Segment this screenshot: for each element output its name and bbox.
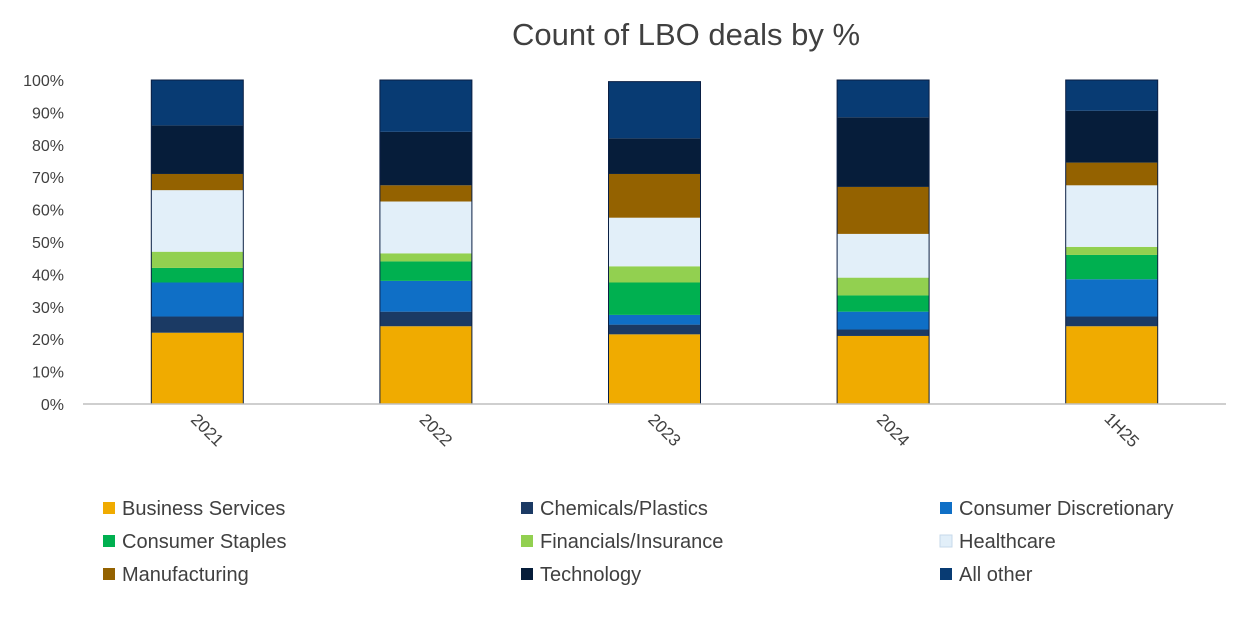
bar-segment-technology [608,138,701,174]
legend-label: Financials/Insurance [540,531,723,553]
legend-label: Technology [540,564,641,586]
legend-swatch [103,502,115,514]
y-tick-label: 70% [32,170,64,187]
x-tick-label: 2024 [873,410,913,450]
bar-segment-manufacturing [837,186,930,234]
bar-segment-manufacturing [151,173,244,191]
bar-segment-consumer-staples [379,261,472,281]
y-tick-label: 10% [32,365,64,382]
bar-segment-technology [379,131,472,186]
x-tick-label: 1H25 [1101,409,1143,451]
bar-segment-healthcare [1065,185,1158,247]
bar-segment-financials-insurance [151,251,244,268]
bar-segment-all-other [608,81,701,139]
bar-segment-consumer-staples [837,295,930,312]
bar-stack-2021 [150,79,244,405]
bar-segment-consumer-staples [1065,254,1158,280]
bar-segment-healthcare [837,233,930,278]
bar-segment-all-other [151,80,244,126]
legend-swatch [521,535,533,547]
y-tick-label: 80% [32,138,64,155]
y-tick-label: 0% [41,397,64,414]
bar-segment-healthcare [608,217,701,267]
bar-segment-financials-insurance [608,266,701,283]
bar-stack-2023 [608,81,701,405]
legend-label: Consumer Staples [122,531,287,553]
bar-segment-business-services [837,335,930,404]
bar-stack-1H25 [1065,79,1159,405]
legend-swatch [103,535,115,547]
legend-item-healthcare: Healthcare [939,531,1056,553]
bar-segment-business-services [379,326,472,404]
bar-segment-consumer-discretionary [151,282,244,317]
bar-segment-consumer-discretionary [379,280,472,312]
y-tick-label: 20% [32,332,64,349]
bar-segment-technology [151,125,244,174]
bar-segment-all-other [1065,80,1158,111]
legend-item-manufacturing: Manufacturing [103,564,249,586]
bar-segment-healthcare [151,190,244,252]
bar-segment-healthcare [379,201,472,254]
y-tick-label: 60% [32,203,64,220]
y-axis-ticks: 0% 10% 20% 30% 40% 50% 60% 70% 80% 90% 100% [23,73,64,414]
bar-segment-technology [1065,110,1158,163]
bar-segment-consumer-discretionary [1065,279,1158,317]
bar-segment-business-services [1065,326,1158,404]
x-tick-label: 2023 [644,410,684,450]
legend-swatch [521,502,533,514]
y-tick-label: 30% [32,300,64,317]
legend-label: Healthcare [959,531,1056,553]
x-axis-ticks: 2021 2022 2023 2024 1H25 [187,409,1143,451]
bar-segment-chemicals-plastics [1065,316,1158,327]
legend-label: Manufacturing [122,564,249,586]
legend-label: Consumer Discretionary [959,498,1174,520]
legend-item-business-services: Business Services [103,498,285,520]
bar-segment-all-other [837,80,930,118]
bar-segment-financials-insurance [379,253,472,262]
chart-title: Count of LBO deals by % [512,17,860,52]
legend-label: Chemicals/Plastics [540,498,708,520]
y-tick-label: 40% [32,267,64,284]
x-tick-label: 2021 [187,410,227,450]
bar-segment-chemicals-plastics [837,329,930,336]
y-tick-label: 90% [32,105,64,122]
bar-stack-2024 [836,79,930,405]
legend-swatch [103,568,115,580]
bar-segment-consumer-staples [608,282,701,315]
legend-item-all-other: All other [940,564,1033,586]
bar-segment-financials-insurance [837,277,930,296]
legend-item-consumer-discretionary: Consumer Discretionary [940,498,1174,520]
legend-item-consumer-staples: Consumer Staples [103,531,287,553]
legend-swatch [939,534,953,548]
bar-segment-consumer-discretionary [608,314,701,325]
x-tick-label: 2022 [416,410,456,450]
legend-item-chemicals-plastics: Chemicals/Plastics [521,498,708,520]
bar-segment-business-services [608,334,701,404]
bar-segment-manufacturing [1065,162,1158,186]
bar-segment-manufacturing [379,185,472,202]
legend-item-technology: Technology [521,564,641,586]
y-tick-label: 50% [32,235,64,252]
bar-segment-financials-insurance [1065,246,1158,255]
bar-segment-chemicals-plastics [379,311,472,327]
legend-swatch [940,568,952,580]
bar-segment-all-other [379,80,472,132]
bar-segment-chemicals-plastics [608,324,701,335]
bar-segment-consumer-discretionary [837,311,930,330]
legend-label: Business Services [122,498,285,520]
bar-segment-manufacturing [608,173,701,218]
legend-swatch [521,568,533,580]
legend-swatch [940,502,952,514]
bar-segment-technology [837,117,930,187]
legend: Business Services Chemicals/Plastics Consu… [103,498,1174,586]
bar-segment-chemicals-plastics [151,316,244,333]
bar-stacks [150,79,1159,405]
y-tick-label: 100% [23,73,64,90]
bar-segment-business-services [151,332,244,404]
bar-stack-2022 [379,79,473,405]
legend-label: All other [959,564,1033,586]
legend-item-financials-insurance: Financials/Insurance [521,531,723,553]
bar-segment-consumer-staples [151,267,244,283]
